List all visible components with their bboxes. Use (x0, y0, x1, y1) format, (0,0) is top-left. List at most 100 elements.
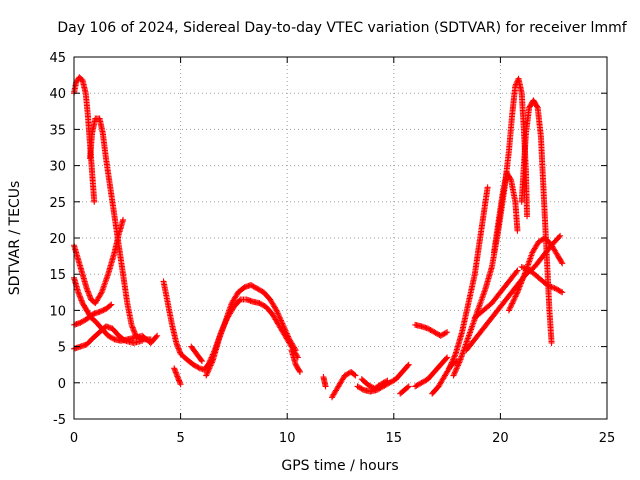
data-point (507, 175, 514, 182)
data-point (273, 307, 280, 314)
data-point (451, 371, 458, 378)
data-point (208, 359, 215, 366)
series-arc-s (412, 354, 451, 390)
data-point (282, 327, 289, 334)
data-point (450, 372, 457, 379)
data-point (506, 306, 513, 313)
data-point (105, 332, 112, 339)
data-point (405, 361, 412, 368)
data-point (514, 267, 521, 274)
data-point (177, 381, 184, 388)
data-point (556, 234, 563, 241)
data-point (521, 265, 528, 272)
data-point (438, 332, 445, 339)
data-point (524, 266, 531, 273)
data-point (272, 306, 279, 313)
data-point (207, 362, 214, 369)
data-point (256, 300, 263, 307)
data-point (424, 325, 431, 332)
data-point (516, 283, 523, 290)
data-point (444, 354, 451, 361)
data-point (285, 333, 292, 340)
data-point (77, 319, 84, 326)
data-point (359, 386, 366, 393)
data-point (442, 329, 449, 336)
data-point (205, 366, 212, 373)
data-point (107, 302, 114, 309)
y-tick-label: 45 (49, 51, 66, 66)
data-point (509, 300, 516, 307)
data-point (537, 237, 544, 244)
data-point (276, 313, 283, 320)
data-point (514, 289, 521, 296)
y-tick-label: 0 (58, 377, 66, 392)
data-point (367, 383, 374, 390)
data-point (108, 334, 115, 341)
series-arc-aa (518, 263, 566, 296)
data-point (415, 381, 422, 388)
data-point (515, 287, 522, 294)
data-point (455, 360, 462, 367)
x-tick-label: 0 (70, 431, 78, 446)
data-point (412, 383, 419, 390)
data-points (71, 74, 566, 401)
data-point (427, 326, 434, 333)
data-point (450, 356, 457, 363)
x-axis-label: GPS time / hours (281, 458, 398, 474)
data-point (419, 379, 426, 386)
y-tick-label: 10 (49, 304, 66, 319)
data-point (446, 365, 453, 372)
data-point (291, 345, 298, 352)
data-point (454, 363, 461, 370)
data-point (443, 355, 450, 362)
series-arc-m (320, 374, 329, 390)
data-point (456, 359, 463, 366)
data-point (379, 380, 386, 387)
data-point (511, 294, 518, 301)
data-point (97, 308, 104, 315)
data-point (365, 381, 372, 388)
data-point (507, 304, 514, 311)
data-point (517, 282, 524, 289)
data-point (449, 358, 456, 365)
data-point (283, 330, 290, 337)
y-tick-label: 40 (49, 87, 66, 102)
data-point (203, 371, 210, 378)
data-point (91, 198, 98, 205)
data-point (518, 263, 525, 270)
series-arc-p (358, 376, 391, 392)
data-point (281, 326, 288, 333)
data-point (354, 383, 361, 390)
data-point (250, 283, 257, 290)
data-point (417, 380, 424, 387)
data-point (153, 333, 160, 340)
data-point (452, 368, 459, 375)
series-arc-w (491, 169, 521, 256)
data-point (533, 103, 540, 110)
y-axis-label: SDTVAR / TECUs (7, 181, 23, 296)
data-point (510, 297, 517, 304)
data-point (110, 335, 117, 342)
axis-ticks (73, 56, 608, 420)
data-point (296, 367, 303, 374)
data-point (190, 361, 197, 368)
series-arc-f (71, 323, 146, 352)
data-point (557, 232, 564, 239)
y-tick-label: 30 (49, 160, 66, 175)
data-point (524, 213, 531, 220)
data-point (257, 300, 264, 307)
data-point (278, 318, 285, 325)
data-point (296, 368, 303, 375)
data-point (516, 284, 523, 291)
data-point (404, 362, 411, 369)
data-point (511, 296, 518, 303)
data-point (108, 301, 115, 308)
data-point (513, 290, 520, 297)
data-point (440, 331, 447, 338)
data-point (450, 355, 457, 362)
data-point (441, 330, 448, 337)
data-point (431, 329, 438, 336)
data-point (433, 330, 440, 337)
series-arc-e (71, 301, 115, 328)
data-point (548, 283, 555, 290)
